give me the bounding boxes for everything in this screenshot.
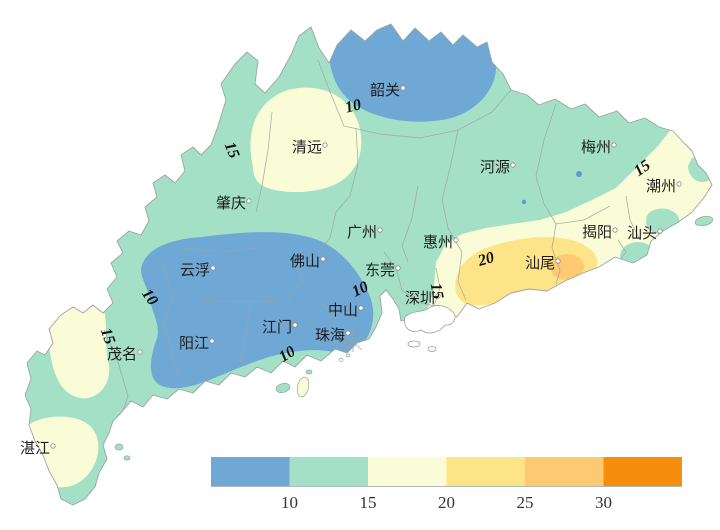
city-label: 湛江 [20,440,50,457]
legend-tick: 10 [281,493,298,512]
city-marker [395,265,401,271]
hongkong-region [404,305,456,352]
city-label: 揭阳 [582,224,612,241]
region-shanwei-orange-core [550,254,584,280]
city-label: 深圳 [405,290,435,307]
legend-band [525,457,604,486]
province-fill [25,24,712,505]
contour-label: 20 [475,249,496,270]
city-marker [510,162,516,168]
legend-band [368,457,447,486]
legend: 10 15 20 25 30 [211,457,682,512]
estuary-marks [343,330,363,352]
islet [305,369,313,375]
city-marker [676,181,682,187]
city-label: 江门 [262,319,292,336]
legend-tick: 30 [595,493,612,512]
legend-tick: 25 [517,493,534,512]
city-marker [292,322,298,328]
city-label: 潮州 [646,178,676,195]
city-marker [400,85,406,91]
city-label: 佛山 [290,253,320,270]
contour-label: 15 [427,282,447,301]
city-marker [50,443,56,449]
city-marker [246,198,252,204]
islet [114,443,124,451]
region-qingyuan-pale [250,87,362,193]
city-marker [209,338,215,344]
city-marker [453,237,459,243]
city-label: 清远 [292,139,322,156]
contour-label: 10 [343,96,363,116]
island-chuan-west [275,382,291,394]
city-label: 河源 [480,159,510,176]
city-label: 汕尾 [525,255,555,272]
legend-band [603,457,682,486]
city-marker [320,256,326,262]
contour-label: 10 [138,286,161,309]
city-marker [657,228,663,234]
contour-label: 15 [221,140,243,161]
patch-shantou-teal-2 [620,242,656,270]
city-marker [358,305,364,311]
city-label: 云浮 [180,262,210,279]
city-marker [322,142,328,148]
city-marker [435,293,441,299]
island-chuan-east [296,376,310,398]
city-marker [210,265,216,271]
city-label: 阳江 [179,335,209,352]
city-marker [612,227,618,233]
legend-tick: 15 [360,493,377,512]
islet [123,455,131,461]
city-marker [137,349,143,355]
reservoir-dot [521,199,527,205]
city-label: 茂名 [107,346,137,363]
city-label: 梅州 [581,139,611,156]
city-label: 韶关 [370,82,400,99]
city-marker [611,142,617,148]
city-marker [555,258,561,264]
city-label: 汕头 [627,225,657,242]
city-label: 广州 [347,224,377,241]
city-boundaries [103,59,641,415]
city-marker [377,227,383,233]
contour-label: 10 [349,278,371,300]
city-label: 惠州 [423,234,453,251]
island-nanao [694,215,714,227]
legend-band [211,457,290,486]
legend-band [446,457,525,486]
city-label: 东莞 [365,262,395,279]
legend-band [289,457,368,486]
region-southwest-blue [140,232,374,389]
legend-tick: 20 [438,493,455,512]
city-label: 珠海 [315,327,345,344]
contour-label: 15 [631,157,654,180]
islands [114,215,714,461]
contour-label: 10 [276,343,299,366]
contour-labels: 10 15 15 20 15 10 10 15 10 [97,96,654,366]
contour-label: 15 [97,326,118,347]
city-label: 肇庆 [216,195,246,212]
reservoir-dot [576,171,582,177]
islet [338,358,344,362]
region-west-pale-north [49,295,110,399]
city-marker [345,330,351,336]
islet [345,353,351,358]
city-label: 中山 [328,302,358,319]
province-outline [24,23,713,506]
